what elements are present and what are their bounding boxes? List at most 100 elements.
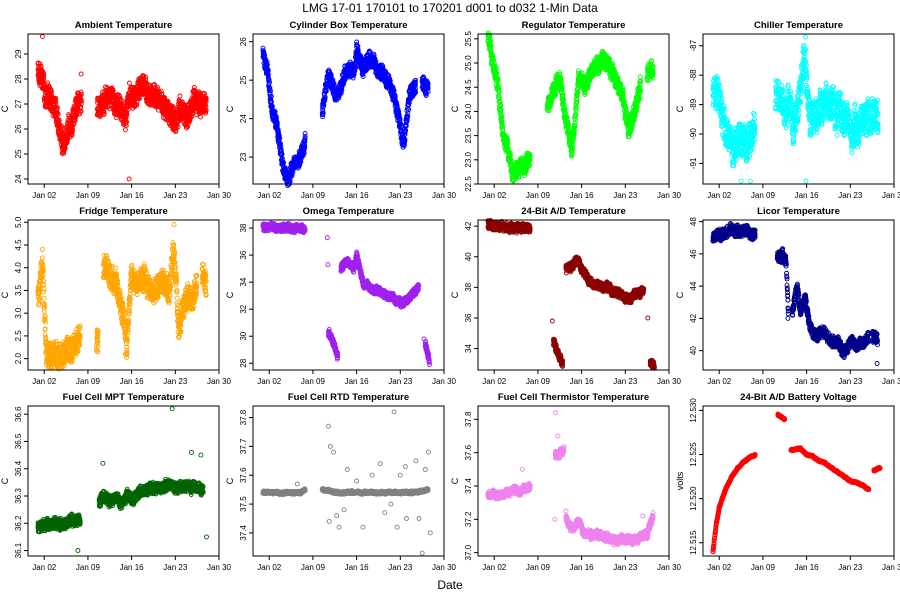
data-point	[78, 101, 84, 107]
data-point	[274, 120, 280, 126]
data-point	[507, 150, 513, 156]
data-point	[380, 63, 386, 69]
data-point	[143, 74, 149, 80]
data-point	[497, 99, 503, 105]
data-point	[41, 71, 47, 76]
data-point	[124, 112, 130, 117]
data-point	[527, 162, 532, 168]
data-point	[752, 126, 758, 132]
data-point	[570, 146, 576, 152]
data-point	[177, 93, 183, 99]
data-point	[267, 79, 272, 85]
data-point	[714, 76, 720, 82]
page-title: LMG 17-01 170101 to 170201 d001 to d032 …	[302, 1, 598, 15]
data-point	[780, 89, 786, 94]
data-point	[190, 108, 196, 114]
data-point	[185, 124, 190, 129]
x-tick-label: Jan 16	[120, 191, 145, 200]
x-tick-label: Jan 09	[301, 191, 326, 200]
data-point	[614, 75, 620, 81]
data-point	[796, 112, 802, 118]
data-point	[355, 47, 361, 53]
data-point	[69, 129, 75, 135]
data-point	[202, 91, 208, 97]
data-point	[277, 135, 283, 141]
data-points	[485, 30, 656, 184]
data-point	[496, 89, 502, 94]
data-point	[59, 129, 65, 135]
data-point	[570, 144, 576, 150]
data-point	[78, 108, 84, 114]
data-point	[781, 88, 786, 93]
data-point	[281, 160, 287, 166]
data-point	[71, 121, 77, 127]
x-tick-label: Jan 30	[657, 191, 682, 200]
data-point	[404, 118, 410, 124]
y-tick-label: 24.5	[464, 79, 473, 95]
data-point	[390, 85, 396, 90]
y-tick-label: 25.0	[464, 55, 473, 71]
data-point	[752, 137, 758, 143]
chart-title: Cylinder Box Temperature	[289, 20, 407, 31]
y-tick-label: 26	[239, 37, 248, 46]
y-tick-label: 23.0	[464, 151, 473, 167]
data-point	[269, 103, 275, 109]
data-point	[596, 70, 602, 76]
data-point	[425, 85, 431, 91]
data-point	[724, 117, 730, 123]
x-tick-label: Jan 23	[163, 191, 188, 200]
data-point	[48, 88, 54, 94]
data-point	[571, 131, 577, 136]
data-point	[647, 76, 653, 82]
y-tick-label: 25.5	[464, 31, 473, 47]
x-tick-label: Jan 30	[432, 191, 457, 200]
data-point	[425, 89, 431, 95]
data-point	[789, 109, 795, 115]
data-point	[189, 114, 195, 119]
data-point	[203, 95, 209, 101]
y-tick-label: 28	[14, 74, 23, 83]
data-point	[495, 78, 501, 84]
data-point	[331, 81, 337, 87]
chart-title: Ambient Temperature	[75, 20, 172, 31]
data-point	[549, 97, 555, 103]
data-point	[752, 130, 758, 136]
y-tick-label: 29	[14, 49, 23, 58]
data-point	[612, 68, 618, 74]
data-point	[125, 106, 131, 112]
data-point	[405, 110, 411, 116]
data-point	[620, 85, 625, 91]
data-point	[320, 110, 326, 116]
data-point	[322, 94, 328, 100]
y-tick-label: 24.0	[464, 103, 473, 119]
data-point	[302, 135, 308, 141]
data-point	[267, 85, 273, 91]
data-point	[717, 81, 722, 87]
data-point	[123, 114, 129, 120]
data-point	[302, 143, 308, 149]
chart-title: Regulator Temperature	[522, 20, 626, 31]
data-point	[634, 105, 640, 111]
data-point	[728, 128, 734, 134]
data-segment	[35, 60, 84, 156]
data-point	[783, 125, 789, 131]
data-point	[552, 91, 558, 97]
data-point	[585, 85, 591, 91]
outlier-point	[126, 176, 132, 182]
data-point	[302, 134, 308, 140]
data-point	[268, 93, 274, 99]
data-point	[126, 80, 132, 86]
data-point	[268, 88, 273, 94]
data-point	[354, 39, 360, 45]
data-point	[721, 114, 727, 120]
data-point	[69, 130, 75, 136]
data-point	[302, 146, 307, 152]
data-point	[203, 107, 209, 113]
y-tick-label: 24	[239, 114, 248, 123]
data-point	[290, 169, 296, 175]
data-segment	[544, 48, 644, 159]
data-point	[562, 106, 568, 112]
data-point	[336, 95, 342, 101]
data-point	[784, 122, 790, 128]
data-point	[53, 99, 59, 105]
